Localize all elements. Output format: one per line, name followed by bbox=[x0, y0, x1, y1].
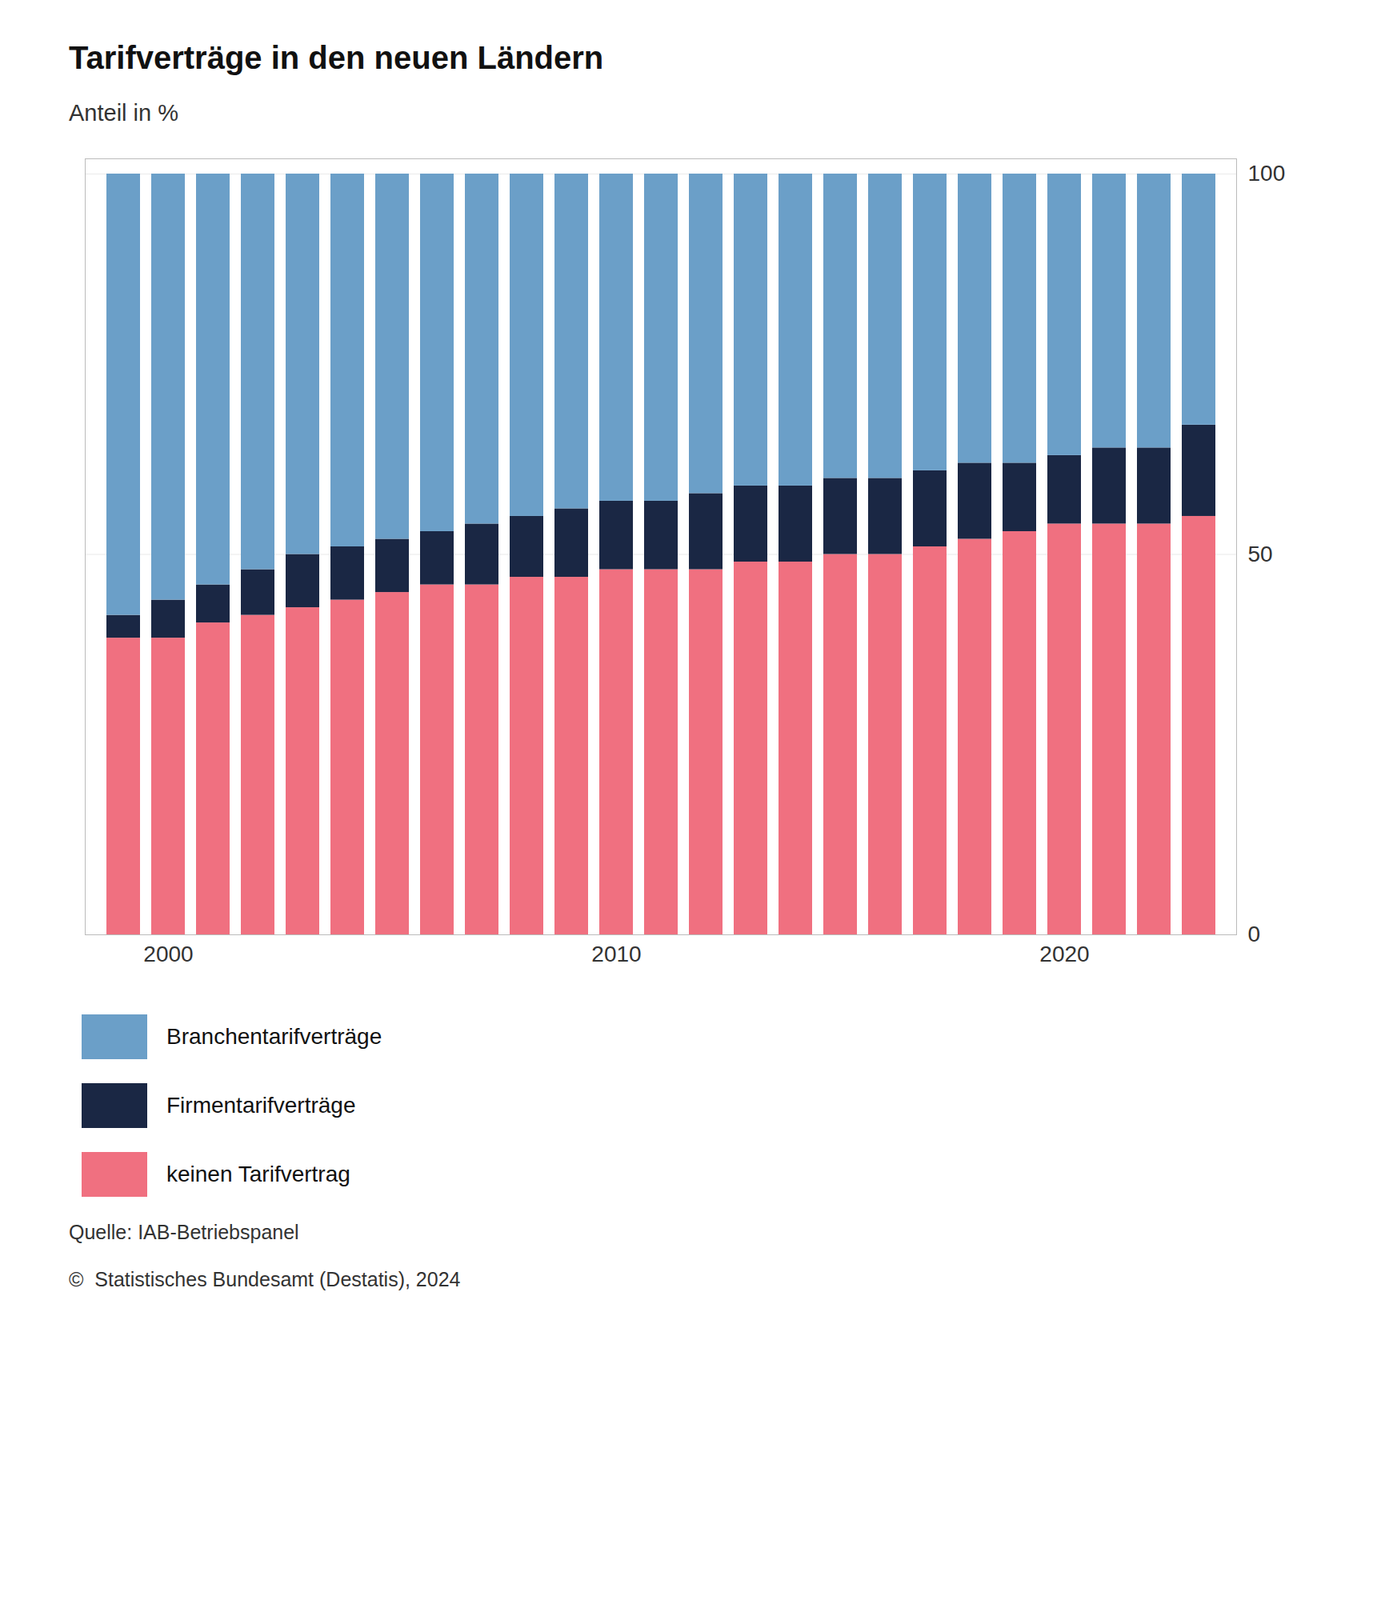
svg-text:100: 100 bbox=[1248, 160, 1286, 186]
html-text:Branchentarifverträge: Branchentarifverträge bbox=[166, 1024, 382, 1049]
svg-text:2000: 2000 bbox=[143, 941, 193, 967]
html-text:Quelle: IAB-Betriebspanel: Quelle: IAB-Betriebspanel bbox=[68, 1220, 300, 1244]
html-text:Anteil in %: Anteil in % bbox=[68, 100, 179, 126]
html-text:© Statistisches Bundesamt (Des: © Statistisches Bundesamt (Destatis), 20… bbox=[68, 1268, 461, 1291]
html-text:Firmentarifverträge: Firmentarifverträge bbox=[166, 1092, 356, 1118]
svg-text:0: 0 bbox=[1248, 921, 1261, 947]
html-text:Tarifverträge in den neuen Län: Tarifverträge in den neuen Ländern bbox=[68, 40, 604, 76]
html-text:keinen Tarifvertrag: keinen Tarifvertrag bbox=[166, 1161, 351, 1187]
svg-text:2020: 2020 bbox=[1039, 941, 1089, 967]
svg-text:2010: 2010 bbox=[591, 941, 641, 967]
svg-text:50: 50 bbox=[1248, 541, 1273, 567]
